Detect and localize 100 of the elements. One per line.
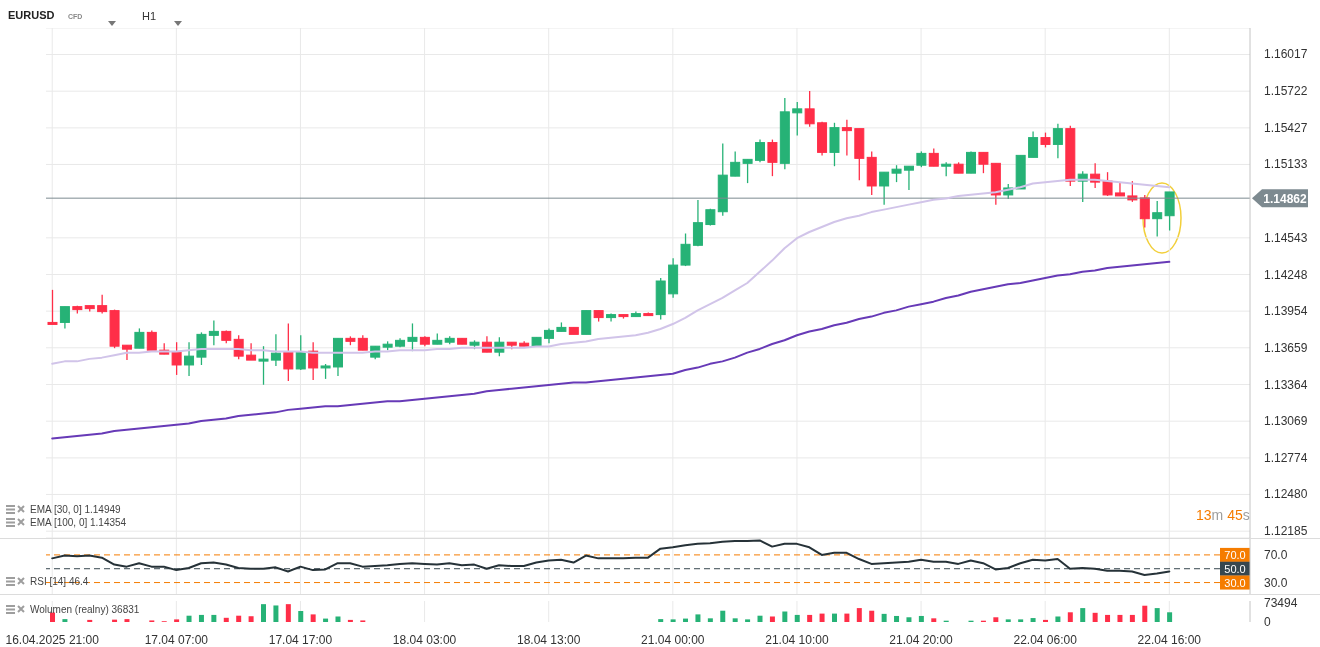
bar — [298, 610, 304, 622]
candlestick — [804, 90, 815, 128]
candlestick — [407, 322, 418, 352]
candlestick — [97, 294, 108, 315]
x-tick-label: 17.04 17:00 — [268, 633, 333, 647]
bar — [261, 604, 267, 622]
candlestick — [47, 289, 58, 326]
bar — [658, 619, 664, 622]
y-tick-label: 1.13954 — [1264, 304, 1308, 319]
bar — [347, 619, 353, 622]
candlestick — [978, 151, 989, 174]
bar — [285, 604, 291, 622]
bar — [769, 616, 775, 622]
x-tick-label: 18.04 13:00 — [517, 633, 581, 647]
candlestick — [692, 199, 703, 247]
annotation: EMA [30, 0] 1.14949 — [30, 504, 121, 515]
y-tick-label: 1.12185 — [1264, 524, 1308, 539]
y-tick-label: 73494 — [1264, 595, 1298, 610]
candlestick — [730, 150, 741, 177]
candlestick — [270, 333, 281, 367]
bar — [918, 615, 924, 622]
bar — [782, 611, 788, 622]
x-tick-label: 21.04 00:00 — [641, 633, 705, 647]
y-tick-label: 1.15133 — [1264, 157, 1308, 172]
candlestick — [1028, 130, 1039, 159]
bar — [273, 605, 279, 622]
candlestick — [680, 232, 691, 267]
candlestick — [308, 341, 319, 381]
bar — [1142, 605, 1148, 622]
y-tick-label: 1.15722 — [1264, 84, 1308, 99]
candlestick — [903, 165, 914, 191]
x-tick-label: 21.04 20:00 — [889, 633, 954, 647]
bar — [186, 615, 192, 622]
y-tick-label: 1.12774 — [1264, 450, 1308, 465]
bar — [1092, 612, 1098, 622]
annotation: Wolumen (realny) 36831 — [30, 604, 140, 615]
candlestick — [581, 309, 592, 336]
x-tick-label: 16.04.2025 21:00 — [5, 633, 100, 647]
bar — [670, 619, 676, 622]
x-tick-label: 17.04 07:00 — [144, 633, 209, 647]
bar — [1167, 612, 1173, 622]
candlestick — [1152, 200, 1163, 238]
y-tick-label: 1.16017 — [1264, 47, 1308, 62]
bar — [1154, 608, 1160, 622]
candlestick — [171, 341, 182, 376]
candlestick — [196, 331, 207, 366]
y-tick-label: 1.13069 — [1264, 414, 1308, 429]
bar — [856, 608, 862, 622]
bar — [720, 610, 726, 622]
line-series — [51, 260, 1171, 440]
candlestick — [134, 327, 145, 349]
bar — [1055, 616, 1061, 622]
bar — [174, 619, 180, 622]
candlestick — [966, 150, 977, 174]
line-series — [51, 539, 1171, 576]
bar — [1005, 619, 1011, 622]
bar — [335, 616, 341, 622]
candlestick — [755, 138, 766, 163]
candlestick — [208, 319, 219, 346]
bar — [124, 619, 130, 622]
candlestick — [233, 334, 244, 360]
x-tick-label: 18.04 03:00 — [392, 633, 457, 647]
bar — [236, 615, 242, 622]
candlestick — [742, 158, 753, 184]
bar — [223, 617, 229, 622]
bar — [1129, 614, 1135, 622]
candlestick — [295, 334, 306, 371]
x-tick-label: 22.04 06:00 — [1013, 633, 1078, 647]
ref-line-label: 1.14862 — [1263, 192, 1308, 207]
bar — [993, 617, 999, 622]
x-tick-label: 22.04 16:00 — [1137, 633, 1202, 647]
bar — [807, 614, 813, 622]
bar — [745, 619, 751, 622]
bar — [1105, 614, 1111, 622]
candlestick — [1102, 171, 1113, 197]
bar — [695, 614, 701, 622]
bar — [1117, 614, 1123, 622]
bar — [794, 614, 800, 622]
y-tick-label: 1.14543 — [1264, 230, 1308, 245]
bar — [831, 613, 837, 622]
bar — [1042, 619, 1048, 622]
y-tick-label: 0 — [1264, 615, 1271, 629]
annotation: EMA [100, 0] 1.14354 — [30, 517, 127, 528]
candlestick — [879, 171, 890, 206]
annotation: RSI [14] 46.4 — [30, 576, 89, 587]
annotation: 13m 45s — [1196, 507, 1250, 523]
y-tick-label: 1.15427 — [1264, 120, 1308, 135]
bar — [1030, 618, 1036, 622]
bar — [819, 613, 825, 622]
bar — [211, 614, 217, 622]
text: H1 — [142, 10, 157, 22]
bar — [707, 618, 713, 622]
candlestick — [1052, 123, 1063, 160]
bar — [50, 612, 55, 622]
candlestick — [1139, 194, 1150, 229]
bar — [1018, 619, 1024, 622]
y-tick-label: 1.13364 — [1264, 377, 1308, 392]
bar — [310, 614, 316, 622]
candlestick — [1114, 182, 1125, 197]
bar — [881, 613, 887, 622]
